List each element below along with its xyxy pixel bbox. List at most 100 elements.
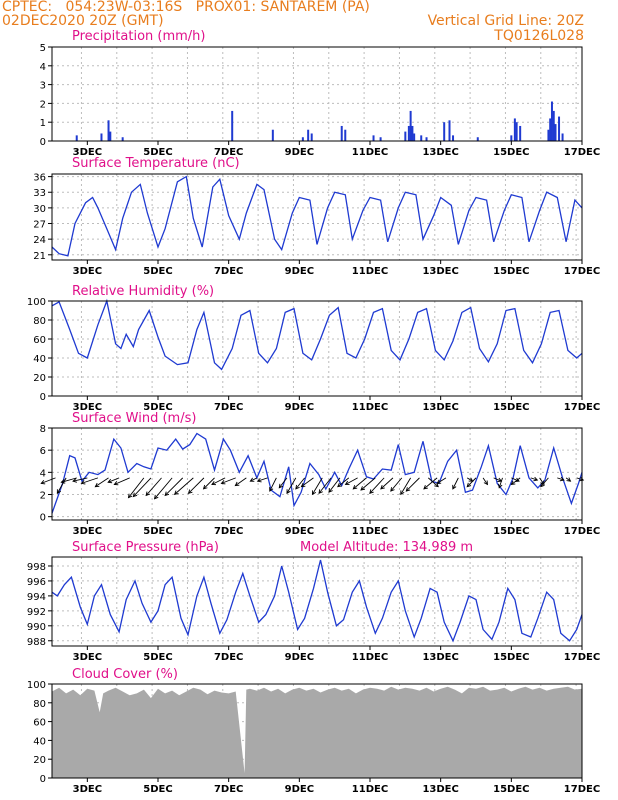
x-tick-label: 17DEC bbox=[564, 652, 600, 663]
panel-frame bbox=[51, 427, 583, 521]
wind-arrow-head bbox=[80, 480, 86, 485]
cloud-cover-area bbox=[52, 686, 582, 778]
wind-arrow bbox=[405, 477, 420, 492]
precip-bar bbox=[372, 135, 375, 141]
wind-arrow-head bbox=[234, 481, 240, 487]
wind-arrow-head bbox=[360, 486, 366, 491]
y-tick-label: 4 bbox=[40, 62, 46, 73]
panel-title: Surface Temperature (nC) bbox=[72, 156, 240, 171]
wind-arrow-head bbox=[153, 494, 159, 500]
wind-arrow bbox=[530, 477, 538, 481]
wind-arrow-head bbox=[311, 490, 317, 496]
precip-bar bbox=[452, 135, 455, 141]
panel-title: Relative Humidity (%) bbox=[72, 284, 214, 299]
x-tick-label: 9DEC bbox=[285, 652, 314, 663]
wind-arrow-head bbox=[145, 491, 151, 497]
wind-arrow bbox=[250, 477, 258, 482]
x-tick-label: 13DEC bbox=[422, 784, 458, 795]
wind-arrow bbox=[203, 477, 215, 490]
y-tick-label: 36 bbox=[33, 173, 46, 184]
x-tick-label: 7DEC bbox=[214, 652, 243, 663]
x-tick-label: 5DEC bbox=[143, 652, 172, 663]
x-tick-label: 5DEC bbox=[143, 266, 172, 277]
wind-arrow bbox=[345, 477, 358, 485]
y-tick-label: 100 bbox=[27, 297, 46, 308]
x-tick-label: 15DEC bbox=[493, 402, 529, 413]
wind-arrow-head bbox=[295, 484, 300, 490]
wind-arrow bbox=[312, 477, 323, 495]
wind-arrow-head bbox=[436, 479, 442, 484]
x-tick-label: 11DEC bbox=[352, 402, 388, 413]
wind-arrow-head bbox=[515, 477, 520, 483]
wind-arrow bbox=[133, 477, 152, 497]
x-tick-label: 11DEC bbox=[352, 526, 388, 537]
x-tick-label: 15DEC bbox=[493, 526, 529, 537]
grid-line-header: Vertical Grid Line: 20Z bbox=[427, 13, 584, 29]
x-tick-label: 9DEC bbox=[285, 402, 314, 413]
wind-arrow-head bbox=[540, 482, 545, 488]
panel-title: Surface Pressure (hPa) bbox=[72, 540, 219, 555]
wind-arrow-head bbox=[434, 482, 439, 488]
wind-arrow-head bbox=[94, 482, 100, 488]
wind-arrow bbox=[423, 477, 438, 490]
y-tick-label: 33 bbox=[33, 188, 46, 199]
y-tick-label: 2 bbox=[40, 99, 46, 110]
panel-frame bbox=[51, 46, 583, 142]
wind-arrow-head bbox=[344, 480, 350, 485]
y-tick-label: 3 bbox=[40, 81, 46, 92]
x-tick-label: 17DEC bbox=[564, 402, 600, 413]
precip-bar bbox=[411, 125, 414, 141]
x-tick-label: 7DEC bbox=[214, 147, 243, 158]
wind-arrow-head bbox=[579, 476, 585, 482]
wind-arrow bbox=[61, 477, 77, 483]
wind-arrow-head bbox=[278, 483, 284, 489]
precip-bar bbox=[561, 133, 564, 141]
precip-bar bbox=[407, 125, 410, 141]
wind-arrow bbox=[269, 477, 277, 492]
panel-4: 0 2 4 6 8 3DEC 5DEC 7DEC 9DEC 11DEC 13DEC 15DEC 17DE… bbox=[40, 411, 601, 537]
wind-arrow-head bbox=[533, 476, 539, 482]
precip-bar bbox=[340, 125, 343, 141]
wind-arrow-head bbox=[164, 491, 170, 497]
wind-arrow-head bbox=[173, 490, 179, 496]
wind-arrow bbox=[145, 477, 162, 496]
wind-arrow bbox=[72, 477, 88, 482]
y-tick-label: 0 bbox=[40, 513, 46, 524]
panel-title: Surface Wind (m/s) bbox=[72, 411, 196, 426]
precip-bar bbox=[301, 137, 304, 141]
wind-arrow-head bbox=[107, 478, 113, 484]
series-line bbox=[51, 432, 583, 514]
x-tick-label: 15DEC bbox=[493, 147, 529, 158]
x-tick-label: 11DEC bbox=[352, 784, 388, 795]
x-tick-label: 7DEC bbox=[214, 402, 243, 413]
y-tick-label: 0 bbox=[40, 774, 46, 785]
x-tick-label: 5DEC bbox=[143, 526, 172, 537]
series-line bbox=[51, 559, 583, 643]
x-tick-label: 13DEC bbox=[422, 147, 458, 158]
wind-arrow-head bbox=[400, 490, 405, 496]
x-tick-label: 9DEC bbox=[285, 526, 314, 537]
y-tick-label: 40 bbox=[33, 736, 46, 747]
precip-bar bbox=[425, 137, 428, 141]
x-tick-label: 3DEC bbox=[73, 652, 102, 663]
precip-bar bbox=[75, 135, 78, 141]
wind-arrow bbox=[301, 477, 314, 488]
wind-arrow bbox=[278, 477, 288, 489]
wind-arrow bbox=[164, 477, 184, 496]
wind-arrow-head bbox=[72, 478, 78, 483]
wind-arrow-head bbox=[40, 480, 46, 485]
x-tick-label: 11DEC bbox=[352, 652, 388, 663]
y-tick-label: 21 bbox=[33, 251, 46, 262]
wind-arrow bbox=[81, 477, 99, 484]
wind-arrow-head bbox=[566, 477, 572, 482]
wind-arrow bbox=[257, 477, 268, 482]
wind-arrow bbox=[328, 477, 341, 493]
wind-arrow bbox=[286, 477, 297, 494]
y-tick-label: 1 bbox=[40, 118, 46, 129]
precip-bar bbox=[549, 118, 552, 141]
panel-title: Precipitation (mm/h) bbox=[72, 29, 205, 44]
wind-arrow bbox=[56, 477, 67, 494]
wind-arrow bbox=[352, 477, 367, 490]
wind-arrow bbox=[369, 477, 385, 494]
